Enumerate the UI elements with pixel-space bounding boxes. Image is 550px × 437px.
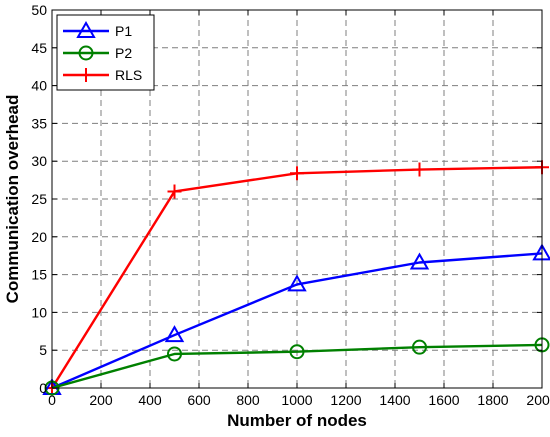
y-tick-label: 15 [31, 267, 47, 283]
x-tick-label: 600 [187, 392, 211, 408]
x-tick-label: 0 [48, 392, 56, 408]
x-axis-label: Number of nodes [227, 411, 367, 430]
y-tick-label: 10 [31, 304, 47, 320]
legend-entry-p1: P1 [63, 20, 132, 39]
x-tick-label: 1600 [428, 392, 459, 408]
x-tick-label: 200 [89, 392, 113, 408]
legend-entry-rls: RLS [63, 67, 142, 83]
data-point-p1 [164, 325, 185, 343]
y-tick-label: 5 [39, 342, 47, 358]
y-tick-label: 40 [31, 78, 47, 94]
series-line-p1 [51, 252, 543, 390]
y-tick-label: 50 [31, 2, 47, 18]
data-point-p2 [289, 344, 305, 360]
axis-ticks [51, 9, 543, 389]
legend-entry-p2: P2 [63, 45, 132, 61]
series-line-p2 [51, 343, 543, 390]
legend-label: P1 [115, 23, 132, 39]
y-tick-label: 20 [31, 229, 47, 245]
data-point-rls [290, 166, 304, 181]
x-tick-label: 400 [138, 392, 162, 408]
series-p1 [42, 243, 550, 395]
y-axis-label: Communication overhead [3, 95, 22, 304]
legend-marker [79, 68, 93, 82]
legend-label: RLS [115, 67, 142, 83]
series-group [42, 160, 550, 396]
x-tick-label: 1800 [477, 392, 508, 408]
legend-label: P2 [115, 45, 132, 61]
y-tick-label: 45 [31, 40, 47, 56]
legend: P1 P2 RLS [56, 14, 155, 91]
x-tick-label: 1400 [379, 392, 410, 408]
x-tick-label: 800 [236, 392, 260, 408]
y-tick-label: 35 [31, 115, 47, 131]
data-point-p1 [287, 274, 307, 292]
y-tick-label: 0 [39, 380, 47, 396]
y-tick-label: 30 [31, 153, 47, 169]
data-point-p2 [412, 339, 427, 355]
data-point-p2 [167, 346, 182, 362]
data-point-rls [412, 162, 427, 177]
data-point-p1 [409, 252, 430, 270]
x-tick-label: 1000 [281, 392, 312, 408]
legend-marker [78, 45, 94, 61]
x-tick-label: 1200 [330, 392, 361, 408]
y-tick-label: 25 [31, 191, 47, 207]
legend-marker [76, 20, 96, 38]
data-point-rls [167, 184, 182, 199]
